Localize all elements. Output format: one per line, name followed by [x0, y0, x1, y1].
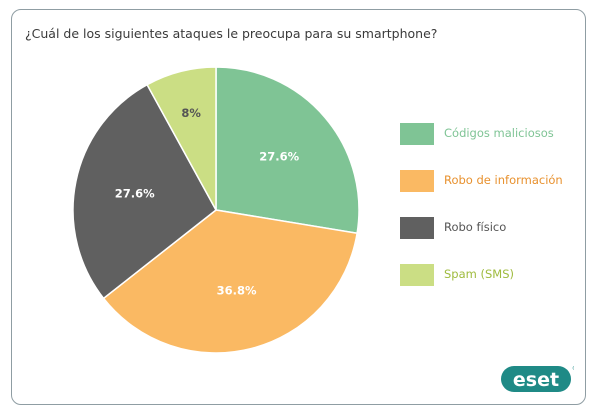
legend-item-codigos-maliciosos: Códigos maliciosos [400, 123, 590, 145]
pie-slice [72, 83, 217, 300]
pie-slice [146, 66, 217, 211]
legend-label: Spam (SMS) [444, 267, 514, 281]
slice-data-label: 27.6% [259, 149, 299, 163]
legend-label: Robo de información [444, 173, 563, 187]
legend-swatch [400, 264, 434, 286]
eset-logo: eset ® [501, 365, 574, 392]
registered-mark: ® [572, 365, 574, 372]
slice-data-label: 36.8% [217, 283, 257, 297]
legend-item-robo-de-informacion: Robo de información [400, 170, 590, 192]
slice-data-label: 8% [181, 106, 201, 120]
legend-label: Códigos maliciosos [444, 126, 554, 140]
logo-text: eset [513, 369, 559, 391]
legend-swatch [400, 123, 434, 145]
pie-slice [215, 66, 360, 235]
chart-title: ¿Cuál de los siguientes ataques le preoc… [25, 26, 438, 41]
legend-label: Robo físico [444, 220, 507, 234]
legend-item-spam-sms: Spam (SMS) [400, 264, 590, 286]
legend-swatch [400, 217, 434, 239]
slice-data-label: 27.6% [115, 186, 155, 200]
legend-item-robo-fisico: Robo físico [400, 217, 590, 239]
pie-slice [102, 209, 358, 354]
legend-swatch [400, 170, 434, 192]
